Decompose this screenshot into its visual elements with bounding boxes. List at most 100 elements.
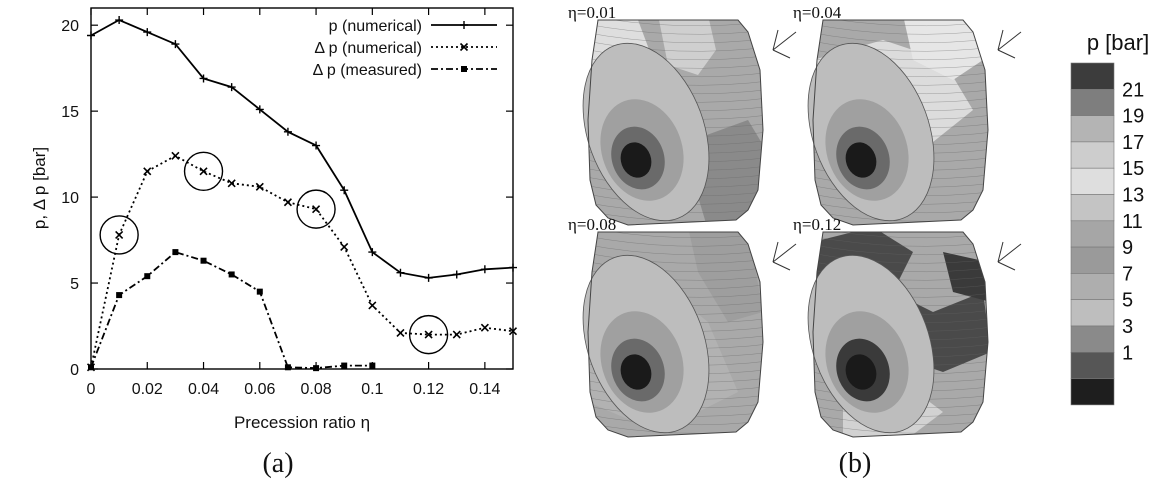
data-point — [116, 292, 123, 299]
surface-line — [813, 252, 988, 264]
colorbar-label: 15 — [1122, 158, 1144, 180]
series-3 — [88, 249, 376, 372]
colorbar-label: 3 — [1122, 316, 1133, 338]
data-point — [509, 263, 517, 272]
data-point — [424, 330, 433, 339]
series-line — [90, 18, 514, 279]
y-tick-label: 15 — [61, 104, 79, 121]
colorbar-swatch — [1070, 115, 1115, 143]
rotor-end-face — [582, 254, 710, 434]
data-point — [199, 74, 208, 83]
colorbar-title: p [bar] — [1087, 30, 1149, 55]
rotor-outline — [587, 231, 764, 438]
rotor-end-face — [807, 42, 935, 222]
rotor-outline — [812, 231, 989, 438]
colorbar-swatches — [1070, 62, 1115, 406]
x-tick-label: 0 — [87, 381, 96, 398]
rotor-end-face — [582, 42, 710, 222]
series-2 — [86, 151, 518, 372]
data-point — [256, 288, 263, 295]
legend-marker — [459, 42, 469, 52]
data-point — [115, 16, 124, 25]
colorbar-swatch — [1070, 89, 1115, 116]
surface-line — [808, 440, 998, 451]
data-point — [368, 301, 377, 310]
x-tick-label: 0.04 — [188, 381, 219, 398]
data-point — [227, 83, 236, 92]
legend-marker — [461, 66, 467, 72]
data-point — [87, 31, 95, 40]
data-point — [199, 167, 208, 176]
panel-label-b: (b) — [839, 448, 872, 479]
x-tick-label: 0.02 — [132, 381, 163, 398]
y-tick-label: 0 — [70, 362, 79, 379]
colorbar-swatch — [1070, 246, 1115, 274]
rotor-outline — [587, 19, 764, 226]
data-point — [368, 248, 377, 257]
axis-triad-icon — [997, 29, 1022, 59]
data-point — [143, 167, 152, 176]
x-tick-labels: 0 0.02 0.04 0.06 0.08 0.1 0.12 0.14 — [87, 381, 501, 398]
surface-line — [588, 40, 763, 52]
colorbar-swatch — [1070, 194, 1115, 222]
legend-marker — [460, 21, 468, 29]
data-point — [143, 28, 152, 37]
data-point — [341, 362, 348, 369]
x-tick-label: 0.08 — [300, 381, 331, 398]
series-line — [90, 154, 514, 368]
data-point — [200, 257, 207, 264]
rotor-view: η=0.04 — [793, 3, 1022, 226]
line-chart: 0 5 10 15 20 0 0.02 0.04 0.06 0.08 0.1 0.12 0.14 p,… — [30, 7, 518, 432]
pressure-zone — [688, 232, 763, 322]
data-point — [340, 242, 349, 252]
surface-line — [813, 40, 988, 52]
series-line — [90, 251, 373, 370]
colorbar-swatch — [1070, 325, 1115, 353]
y-axis-title: p, Δ p [bar] — [30, 147, 49, 229]
colorbar-swatch — [1070, 141, 1115, 169]
colorbar-label: 5 — [1122, 290, 1133, 312]
legend: p (numerical) Δ p (numerical) Δ p (measu… — [313, 18, 497, 79]
x-tick-label: 0.12 — [413, 381, 444, 398]
rotor-outline — [812, 19, 989, 226]
y-tick-label: 20 — [61, 18, 79, 35]
data-point — [508, 327, 518, 336]
eta-label: η=0.04 — [793, 3, 842, 22]
axis-triad-icon — [772, 241, 797, 271]
colorbar-label: 7 — [1122, 263, 1133, 285]
y-tick-label: 10 — [61, 190, 79, 207]
data-point — [313, 365, 320, 372]
colorbar-label: 13 — [1122, 185, 1144, 207]
colorbar-swatch — [1070, 299, 1115, 327]
data-point — [480, 265, 489, 274]
legend-label-p-numerical: p (numerical) — [329, 18, 422, 35]
y-tick-labels: 0 5 10 15 20 — [61, 18, 79, 379]
pressure-zone — [693, 120, 763, 225]
colorbar-swatch — [1070, 351, 1115, 379]
colorbar-label: 9 — [1122, 237, 1133, 259]
colorbar-labels: 21 19 17 15 13 11 9 7 5 3 1 — [1122, 79, 1144, 364]
data-point — [283, 127, 292, 136]
highlight-circle — [408, 314, 449, 355]
panel-label-a: (a) — [262, 448, 293, 479]
data-point — [424, 273, 433, 282]
eta-label: η=0.01 — [568, 3, 616, 22]
legend-label-dp-numerical: Δ p (numerical) — [314, 40, 422, 57]
colorbar-label: 1 — [1122, 342, 1133, 364]
data-point — [396, 328, 405, 337]
rotor-view: η=0.08 — [568, 215, 797, 438]
x-axis-title: Precession ratio η — [234, 413, 370, 432]
data-point — [228, 271, 235, 278]
data-point — [340, 186, 349, 195]
colorbar-label: 19 — [1122, 106, 1144, 128]
colorbar: p [bar] 21 19 17 15 13 11 9 7 5 3 1 — [1070, 30, 1149, 406]
rotor-view: η=0.12 — [793, 215, 1022, 451]
highlight-circle — [183, 151, 224, 192]
data-point — [171, 40, 180, 49]
data-point — [312, 141, 321, 150]
data-point — [312, 205, 321, 214]
data-point — [396, 268, 405, 277]
data-point — [284, 364, 291, 371]
colorbar-swatch — [1070, 220, 1115, 248]
